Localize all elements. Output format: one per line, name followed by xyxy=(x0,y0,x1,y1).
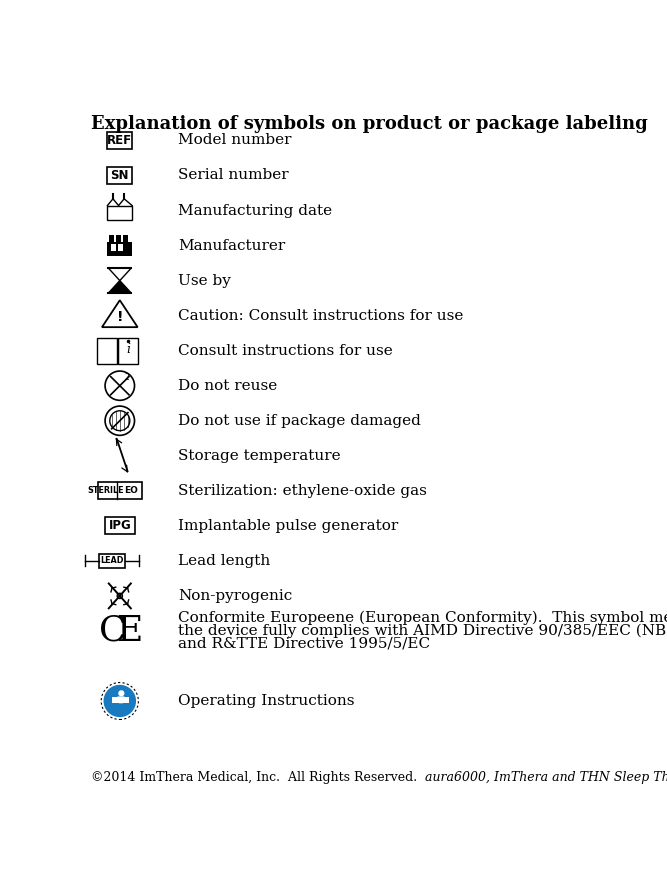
Text: Caution: Consult instructions for use: Caution: Consult instructions for use xyxy=(178,309,464,322)
FancyBboxPatch shape xyxy=(97,337,117,364)
Bar xyxy=(107,167,132,184)
Text: Do not reuse: Do not reuse xyxy=(178,378,277,392)
Text: Operating Instructions: Operating Instructions xyxy=(178,694,354,708)
Text: REF: REF xyxy=(107,134,132,147)
Text: Non-pyrogenic: Non-pyrogenic xyxy=(178,589,292,603)
Text: C: C xyxy=(99,614,127,648)
Text: the device fully complies with AIMD Directive 90/385/EEC (NB 0344): the device fully complies with AIMD Dire… xyxy=(178,623,667,638)
Text: Use by: Use by xyxy=(178,274,231,288)
Text: Manufacturer: Manufacturer xyxy=(178,239,285,252)
Text: Manufacturing date: Manufacturing date xyxy=(178,203,332,218)
Bar xyxy=(99,553,125,568)
Circle shape xyxy=(105,371,135,400)
Circle shape xyxy=(118,690,125,696)
Text: and R&TTE Directive 1995/5/EC: and R&TTE Directive 1995/5/EC xyxy=(178,637,430,651)
Text: Do not use if package damaged: Do not use if package damaged xyxy=(178,414,421,428)
Text: EO: EO xyxy=(125,487,138,496)
Text: STERILE: STERILE xyxy=(87,487,124,496)
Polygon shape xyxy=(112,697,129,702)
Bar xyxy=(107,132,132,149)
Circle shape xyxy=(103,685,136,718)
Text: Sterilization: ethylene-oxide gas: Sterilization: ethylene-oxide gas xyxy=(178,484,427,498)
Bar xyxy=(123,235,128,242)
Polygon shape xyxy=(102,300,137,327)
Polygon shape xyxy=(108,281,131,293)
Text: !: ! xyxy=(117,310,123,324)
Bar xyxy=(118,244,123,251)
Text: Conformite Europeene (European Conformity).  This symbol means that: Conformite Europeene (European Conformit… xyxy=(178,611,667,625)
Polygon shape xyxy=(108,268,131,281)
Bar xyxy=(116,235,121,242)
Text: IPG: IPG xyxy=(109,519,131,532)
Text: Explanation of symbols on product or package labeling: Explanation of symbols on product or pac… xyxy=(91,115,648,133)
Text: 2: 2 xyxy=(124,373,129,382)
Polygon shape xyxy=(117,696,125,703)
Text: Consult instructions for use: Consult instructions for use xyxy=(178,344,393,358)
Bar xyxy=(107,242,132,256)
Text: ©2014 ImThera Medical, Inc.  All Rights Reserved.: ©2014 ImThera Medical, Inc. All Rights R… xyxy=(91,771,426,784)
Bar xyxy=(109,235,115,242)
Text: SN: SN xyxy=(111,169,129,182)
Text: Implantable pulse generator: Implantable pulse generator xyxy=(178,519,398,533)
Bar xyxy=(98,482,141,499)
Bar xyxy=(111,244,115,251)
FancyBboxPatch shape xyxy=(119,337,138,364)
Circle shape xyxy=(105,406,135,435)
Circle shape xyxy=(117,593,123,599)
Text: Lead length: Lead length xyxy=(178,554,270,567)
Bar xyxy=(107,206,132,220)
Text: Serial number: Serial number xyxy=(178,169,289,182)
Text: E: E xyxy=(117,614,144,648)
Bar xyxy=(105,518,135,535)
Text: Storage temperature: Storage temperature xyxy=(178,448,341,463)
Text: i: i xyxy=(126,343,130,356)
Text: aura6000, ImThera and THN Sleep Therapy: aura6000, ImThera and THN Sleep Therapy xyxy=(426,771,667,784)
Text: LEAD: LEAD xyxy=(100,557,124,566)
Text: Model number: Model number xyxy=(178,133,291,147)
